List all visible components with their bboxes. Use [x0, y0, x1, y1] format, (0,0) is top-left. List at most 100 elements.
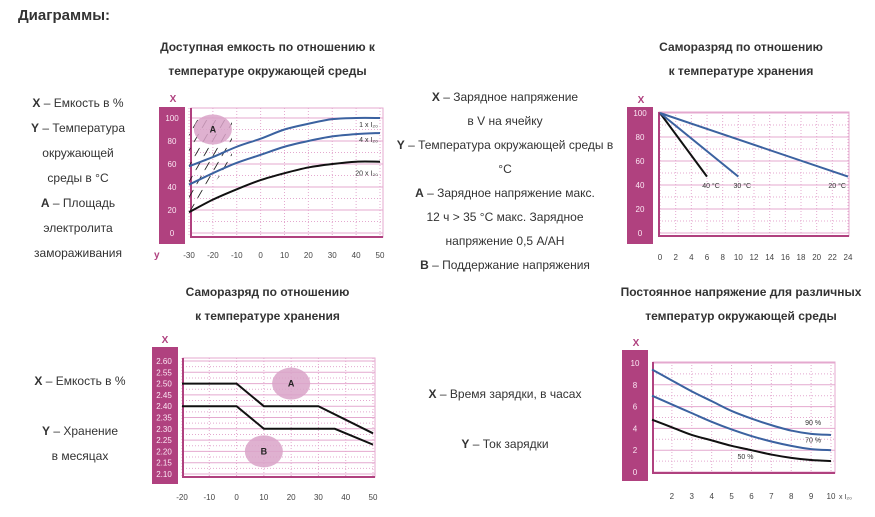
series-label: 50 % — [737, 454, 753, 461]
legend-key: A — [40, 196, 50, 210]
series-label: 30 °C — [734, 182, 752, 190]
y-tick-label: 60 — [636, 157, 645, 166]
x-tick-label: 20 — [812, 253, 821, 262]
y-tick-label: 80 — [636, 133, 645, 142]
x-tick-label: 10 — [259, 493, 268, 502]
x-tick-label: -10 — [231, 251, 243, 260]
chart4-title-line: температур окружающей среды — [645, 309, 837, 323]
x-tick-label: 5 — [729, 492, 734, 501]
x-tick-label: 3 — [690, 492, 695, 501]
y-tick-label: 2.35 — [156, 414, 172, 423]
y-axis-title: X — [162, 335, 169, 346]
chart4-legend: X – Время зарядки, в часах Y – Ток зарядк… — [385, 382, 625, 457]
y-tick-label: 2.45 — [156, 391, 172, 400]
x-tick-label: 6 — [749, 492, 754, 501]
legend-line: A – Площадь — [10, 191, 146, 216]
chart1-legend: X – Емкость в % Y – Температура окружающей… — [10, 91, 146, 266]
series-line — [659, 112, 708, 178]
legend-text: – Температура — [38, 121, 126, 135]
x-tick-label: 2 — [670, 492, 675, 501]
legend-text: в V на ячейку — [467, 114, 543, 128]
legend-line: A – Зарядное напряжение макс. — [385, 181, 625, 205]
y-axis-bar — [152, 347, 178, 484]
annotation-ellipse-b — [244, 435, 283, 468]
legend-line: 12 ч > 35 °C макс. Зарядное — [385, 205, 625, 229]
y-axis-title: X — [638, 95, 645, 106]
y-tick-label: 0 — [638, 229, 643, 238]
legend-line: X – Емкость в % — [10, 91, 146, 116]
legend-text: окружающей — [42, 146, 114, 160]
chart4-title: Постоянное напряжение для различных темп… — [605, 280, 875, 328]
x-tick-label: 8 — [789, 492, 794, 501]
chart1-capacity-vs-temperature: 0 20 40 60 80 100 -30 -20 -10 0 10 20 30 40 50 Xy A 1 x I… — [154, 94, 385, 261]
y-tick-label: 2.25 — [156, 436, 172, 445]
y-tick-label: 2.40 — [156, 402, 172, 411]
legend-line: °C — [385, 157, 625, 181]
annotation-label: A — [210, 125, 217, 135]
y-axis-bar — [622, 350, 648, 481]
series-line — [659, 112, 739, 178]
x-tick-label: 4 — [709, 492, 714, 501]
series-line — [182, 382, 374, 435]
legend-line: Y – Ток зарядки — [385, 432, 625, 457]
x-unit-label: x I₂₀ — [839, 494, 852, 501]
chart2-title-line: Саморазряд по отношению — [659, 40, 823, 54]
legend-text: – Площадь — [49, 196, 116, 210]
x-tick-label: 0 — [658, 253, 663, 262]
legend-text: – Температура окружающей среды в — [404, 138, 614, 152]
legend-text: 12 ч > 35 °C макс. Зарядное — [426, 210, 584, 224]
y-tick-label: 2.55 — [156, 368, 172, 377]
x-axis-title: y — [154, 250, 160, 261]
legend-line: замораживания — [10, 241, 146, 266]
chart3-legend: X – Зарядное напряжение в V на ячейку Y – … — [385, 85, 625, 277]
y-tick-label: 2 — [633, 446, 638, 455]
legend-text: – Ток зарядки — [469, 437, 549, 451]
chart3-title: Саморазряд по отношению к температуре хр… — [130, 280, 405, 328]
y-tick-label: 2.15 — [156, 459, 172, 468]
legend-key: B — [420, 258, 429, 272]
legend-text: – Поддержание напряжения — [428, 258, 590, 272]
series-line — [182, 405, 374, 446]
legend-text: – Время зарядки, в часах — [436, 387, 582, 401]
x-tick-label: 50 — [376, 251, 385, 260]
chart1-title: Доступная емкость по отношению к темпера… — [130, 35, 405, 83]
series-label: 90 % — [805, 420, 821, 427]
x-tick-label: 0 — [258, 251, 263, 260]
x-tick-label: 30 — [314, 493, 323, 502]
legend-text: замораживания — [34, 246, 122, 260]
legend-line: X – Время зарядки, в часах — [385, 382, 625, 407]
legend-key: Y — [41, 424, 50, 438]
legend-line: Y – Температура окружающей среды в — [385, 133, 625, 157]
x-tick-label: 40 — [341, 493, 350, 502]
x-tick-label: -20 — [207, 251, 219, 260]
legend-text: °C — [498, 162, 512, 176]
y-tick-label: 60 — [168, 160, 177, 169]
y-axis-bar — [627, 107, 653, 244]
y-tick-label: 40 — [168, 183, 177, 192]
series-label: 1 x I₂₀ — [359, 122, 378, 129]
legend-text: – Емкость в % — [42, 374, 126, 388]
series-label: 40 °C — [702, 182, 720, 190]
series-line — [188, 131, 381, 186]
legend-line: среды в °C — [10, 166, 146, 191]
y-tick-label: 2.50 — [156, 380, 172, 389]
x-tick-label: 18 — [797, 253, 806, 262]
y-tick-label: 2.30 — [156, 425, 172, 434]
series-line — [188, 160, 381, 214]
legend-key: X — [34, 374, 43, 388]
x-tick-label: 14 — [765, 253, 774, 262]
x-tick-label: 9 — [809, 492, 814, 501]
legend-text: – Емкость в % — [40, 96, 124, 110]
legend-text: напряжение 0,5 A/AH — [445, 234, 565, 248]
legend-key: A — [415, 186, 424, 200]
x-tick-label: 0 — [234, 493, 239, 502]
x-tick-label: -30 — [183, 251, 195, 260]
chart1-title-line: Доступная емкость по отношению к — [160, 40, 375, 54]
legend-text: в месяцах — [51, 449, 109, 463]
y-tick-label: 20 — [636, 205, 645, 214]
chart2-title-line: к температуре хранения — [668, 64, 814, 78]
series-line — [651, 394, 832, 452]
legend-line: X – Емкость в % — [10, 369, 150, 394]
y-axis-title: X — [170, 94, 177, 105]
legend-key: X — [428, 387, 437, 401]
